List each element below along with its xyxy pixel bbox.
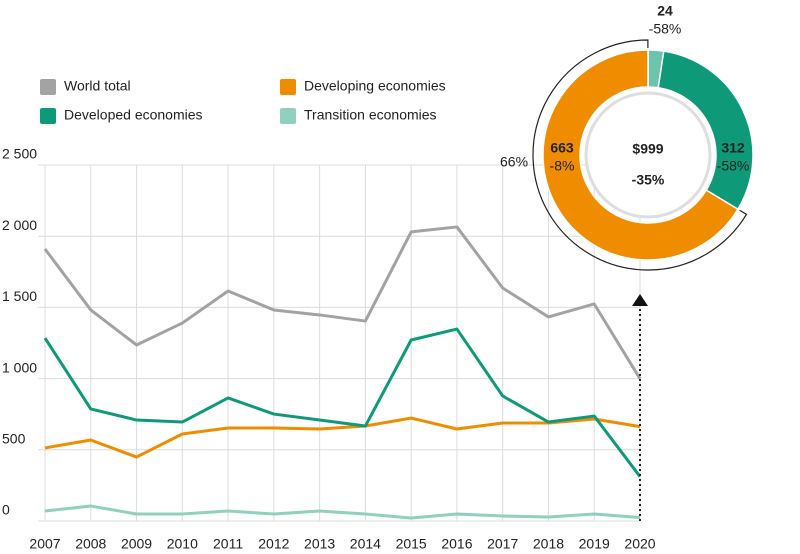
arrow-head: [632, 294, 648, 306]
x-tick-label: 2019: [579, 536, 610, 552]
segment-change: -58%: [717, 158, 750, 174]
y-tick-label: 2 000: [2, 217, 37, 233]
x-tick-label: 2018: [533, 536, 564, 552]
x-tick-label: 2013: [304, 536, 335, 552]
x-tick-label: 2015: [396, 536, 427, 552]
x-tick-label: 2007: [29, 536, 60, 552]
x-tick-label: 2012: [258, 536, 289, 552]
x-tick-label: 2009: [121, 536, 152, 552]
y-tick-label: 1 000: [2, 359, 37, 375]
series-line: [44, 416, 641, 459]
y-tick-label: 0: [2, 502, 10, 518]
segment-change: -8%: [550, 158, 575, 174]
plot-layer: 0 500 1 000 1 500 2 000 2 500 2007 2008 2009 2010…: [2, 3, 754, 552]
segment-value: 24: [657, 3, 673, 19]
segment-value: 312: [721, 140, 745, 156]
center-change: -35%: [632, 172, 665, 188]
share-label: 66%: [500, 154, 528, 170]
legend-label: World total: [64, 78, 131, 94]
x-tick-label: 2008: [75, 536, 106, 552]
legend-label: Transition economies: [304, 107, 437, 123]
x-tick-label: 2020: [624, 536, 655, 552]
x-tick-label: 2014: [350, 536, 381, 552]
legend-swatch: [280, 108, 296, 124]
legend-swatch: [280, 79, 296, 95]
y-tick-label: 2 500: [2, 146, 37, 162]
inner-ring: [584, 91, 712, 219]
donut-segment: [657, 50, 754, 211]
series-line: [43, 327, 642, 478]
segment-value: 663: [550, 140, 574, 156]
x-tick-label: 2017: [487, 536, 518, 552]
y-tick-label: 1 500: [2, 288, 37, 304]
y-tick-label: 500: [2, 431, 26, 447]
share-bracket: [532, 39, 748, 271]
legend-swatch: [40, 108, 56, 124]
x-tick-label: 2010: [167, 536, 198, 552]
series-line: [44, 504, 641, 520]
x-tick-label: 2016: [441, 536, 472, 552]
center-value: $999: [632, 141, 663, 157]
x-tick-label: 2011: [213, 536, 243, 552]
series-line: [43, 225, 642, 380]
donut-segment: [542, 49, 739, 261]
legend-label: Developed economies: [64, 107, 203, 123]
legend-label: Developing economies: [304, 78, 446, 94]
segment-change: -58%: [649, 21, 682, 37]
legend-swatch: [40, 79, 56, 95]
